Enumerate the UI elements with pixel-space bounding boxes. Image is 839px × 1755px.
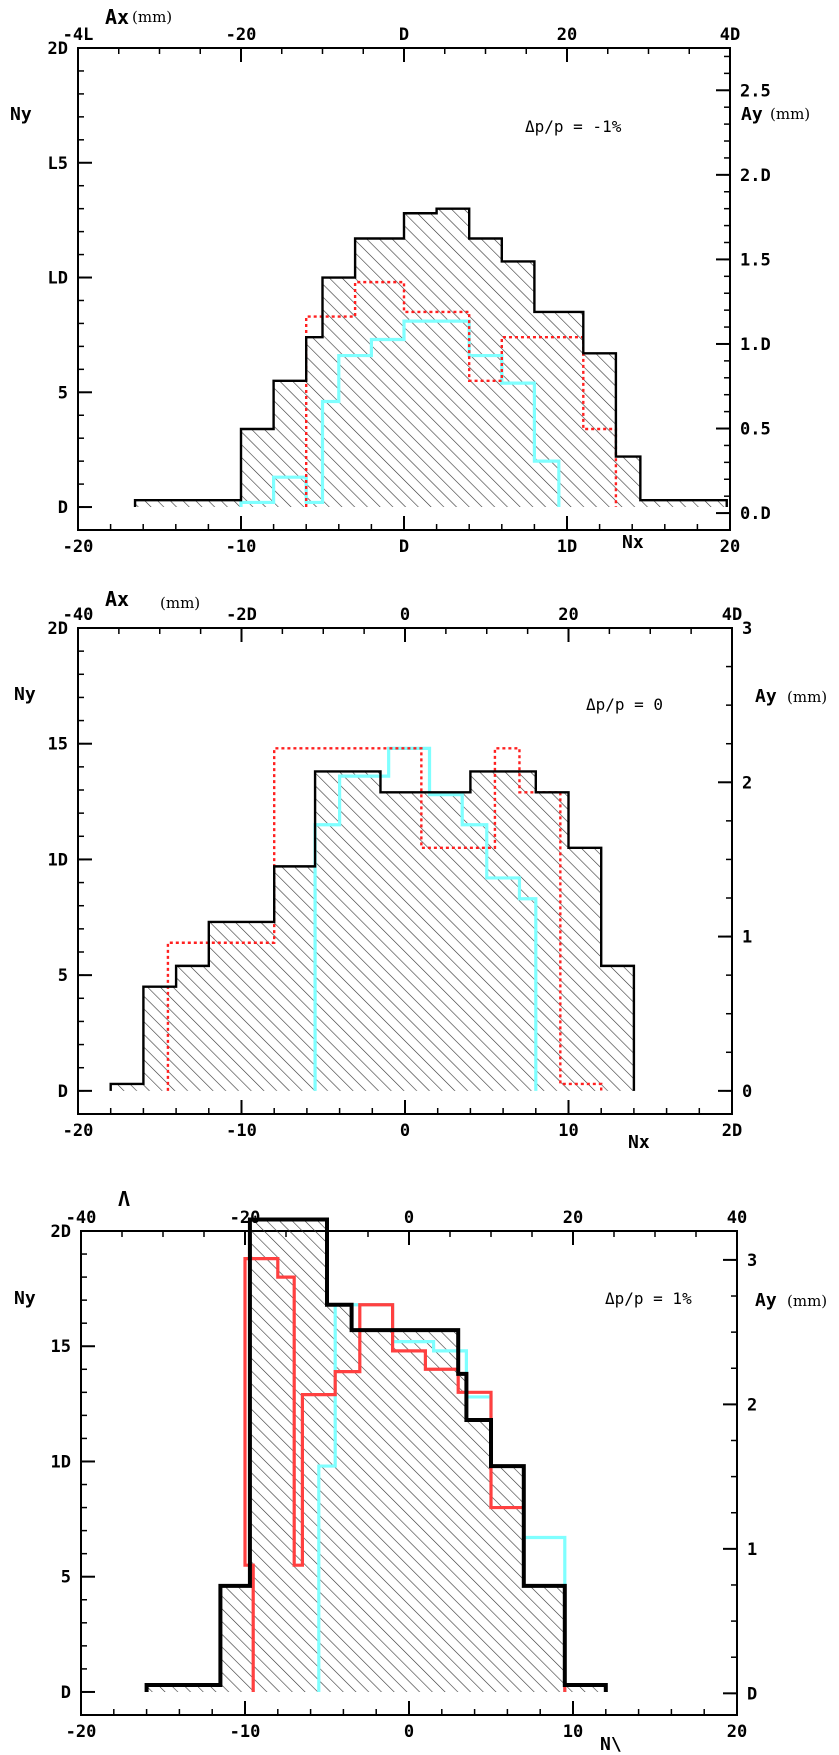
series-red-solid [243,1257,567,1692]
top-tick-label: 0 [404,1208,414,1228]
series-layer [144,1217,608,1692]
bottom-tick-label: 20 [720,537,740,557]
annotation-dp-over-p: Δp/p = 1% [605,1289,692,1308]
left-tick-label: 2D [51,1222,71,1242]
right-tick-label: 1 [747,1540,757,1560]
top-tick-label: 20 [563,1208,583,1228]
bottom-tick-label: -20 [63,537,94,557]
left-tick-label: 15 [48,735,68,755]
bottom-tick-label: -10 [226,1121,257,1141]
left-tick-label: 1D [51,1452,71,1472]
panel-1: D 5 LD L5 2D -20 -10 D 1D 20 -4L -20 D 20 4D 0.D 0.5 1.D 1… [10,5,810,557]
bottom-tick-label: -20 [63,1121,94,1141]
top-axis-unit: (mm) [160,594,200,612]
bottom-tick-label: -20 [66,1722,97,1742]
top-tick-label: -4L [63,25,94,45]
top-axis-label: Ax [105,5,129,29]
right-axis-unit: (mm) [787,688,827,706]
annotation-dp-over-p: Δp/p = 0 [586,695,663,714]
left-tick-label: 15 [51,1337,71,1357]
left-tick-label: 5 [58,383,68,403]
right-axis-unit: (mm) [787,1292,827,1310]
right-axis-label: Ay [755,686,777,707]
right-tick-label: 3 [747,1251,757,1271]
top-tick-label: 20 [558,605,578,625]
hatched-area [110,771,634,1091]
series-layer [109,746,636,1091]
left-axis-label: Ny [10,104,32,125]
right-tick-label: 1.D [740,335,771,355]
left-tick-label: D [61,1683,71,1703]
top-tick-label: D [399,25,409,45]
bottom-tick-label: D [399,537,409,557]
top-tick-label: 4D [722,605,742,625]
bottom-tick-label: 2D [722,1121,742,1141]
left-tick-label: LD [48,269,68,289]
top-tick-label: 0 [400,605,410,625]
right-tick-label: 2 [742,773,752,793]
right-tick-label: 1 [742,928,752,948]
left-tick-label: 2D [48,39,68,59]
ticks-layer: D 5 1D 15 2D -20 -10 0 10 20 -40 -20 0 20 40 D 1 2 3 [51,1208,758,1742]
right-tick-label: 2.5 [740,81,771,101]
left-tick-label: 5 [61,1568,71,1588]
right-axis-unit: (mm) [770,105,810,123]
series-red-dotted [305,280,618,508]
top-axis-label: Ax [105,587,129,611]
left-tick-label: L5 [48,154,68,174]
top-tick-label: -2D [226,605,257,625]
right-tick-label: 2 [747,1395,757,1415]
series-cyan-solid [239,319,561,508]
left-tick-label: D [58,498,68,518]
bottom-tick-label: 0 [404,1722,414,1742]
bottom-tick-label: 0 [400,1121,410,1141]
bottom-axis-label: Nx [628,1132,650,1153]
ticks-layer: D 5 LD L5 2D -20 -10 D 1D 20 -4L -20 D 20 4D 0.D 0.5 1.D 1… [48,25,771,557]
top-tick-label: 40 [727,1208,747,1228]
annotation-dp-over-p: Δp/p = -1% [525,117,622,136]
bottom-axis-label: N\ [600,1734,622,1755]
series-black-solid [109,770,636,1091]
right-tick-label: 0.D [740,504,771,524]
right-tick-label: D [747,1684,757,1704]
top-tick-label: -40 [66,1208,97,1228]
right-axis-label: Ay [741,104,763,125]
right-tick-label: 2.D [740,166,771,186]
left-axis-label: Ny [14,684,36,705]
right-tick-label: 3 [742,619,752,639]
top-tick-label: -20 [226,25,257,45]
top-tick-label: 20 [557,25,577,45]
top-tick-label: 4D [720,25,740,45]
bottom-axis-label: Nx [622,532,644,553]
left-tick-label: 5 [58,966,68,986]
right-tick-label: 0 [742,1082,752,1102]
left-axis-label: Ny [14,1288,36,1309]
series-layer [133,207,728,508]
series-black-solid [133,207,728,508]
hatched-area [146,1219,606,1692]
bottom-tick-label: -10 [226,537,257,557]
right-axis-label: Ay [755,1290,777,1311]
left-tick-label: 1D [48,850,68,870]
bottom-tick-label: 10 [558,1121,578,1141]
series-black-thick [144,1217,608,1692]
top-tick-label: -20 [230,1208,261,1228]
series-cyan-solid [313,746,538,1091]
top-axis-label: Λ [118,1187,130,1211]
top-axis-unit: (mm) [132,8,172,26]
top-tick-label: -40 [63,605,94,625]
bottom-tick-label: 10 [563,1722,583,1742]
bottom-tick-label: 20 [727,1722,747,1742]
bottom-tick-label: -10 [230,1722,261,1742]
left-tick-label: D [58,1082,68,1102]
right-tick-label: 1.5 [740,250,771,270]
right-tick-label: 0.5 [740,420,771,440]
hatched-area [135,208,727,508]
bottom-tick-label: 1D [557,537,577,557]
left-tick-label: 2D [48,619,68,639]
